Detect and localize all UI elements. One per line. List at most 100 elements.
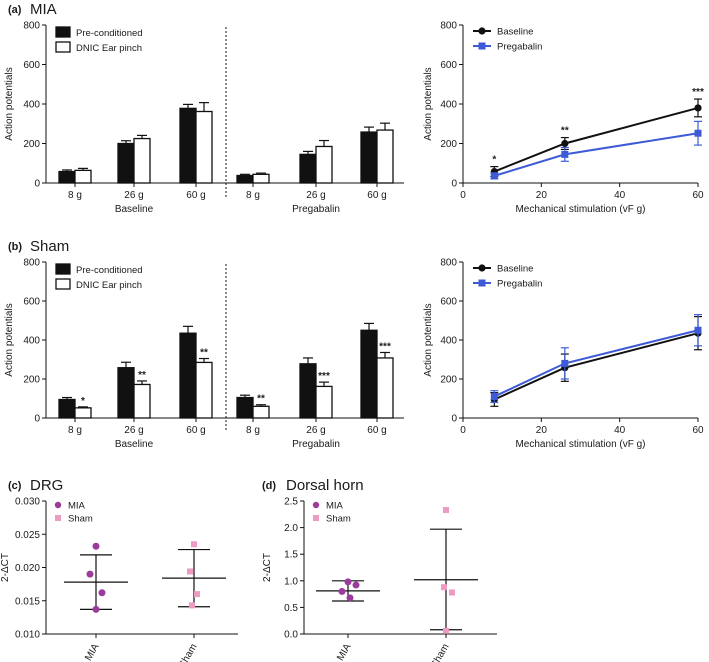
sham-bar-x-tick-label: 60 g bbox=[186, 425, 205, 436]
mia-line-series-line-baseline bbox=[493, 106, 699, 173]
drg-point-sham bbox=[191, 541, 197, 548]
mia-bar-x-tick-label: 60 g bbox=[186, 190, 205, 201]
sham-line-x-tick-label: 40 bbox=[614, 425, 626, 436]
sham-bar-y-tick-label: 600 bbox=[23, 297, 40, 308]
mia-bar-legend-label: DNIC Ear pinch bbox=[76, 43, 142, 54]
sham-line-legend-marker bbox=[478, 264, 486, 272]
dh-legend-marker bbox=[312, 501, 320, 509]
mia-line-legend-label: Baseline bbox=[497, 27, 533, 38]
sham-bar-significance: ** bbox=[257, 394, 265, 405]
mia-line-y-tick-label: 800 bbox=[440, 21, 457, 32]
mia-line-point-pregabalin bbox=[561, 150, 569, 158]
mia-bar-y-tick-label: 800 bbox=[23, 21, 40, 32]
sham-bar-legend-label: DNIC Ear pinch bbox=[76, 280, 142, 291]
mia-bar-legend-swatch bbox=[55, 41, 71, 53]
dh-y-axis-label: 2-ΔCT bbox=[262, 553, 273, 582]
mia-line-significance: ** bbox=[561, 126, 569, 137]
dh-point-mia bbox=[344, 578, 352, 586]
sham-bar-significance: *** bbox=[318, 371, 330, 382]
mia-line-legend-marker bbox=[478, 42, 486, 50]
dh-y-tick-label: 1.5 bbox=[284, 550, 298, 561]
mia-line-point-baseline bbox=[561, 139, 569, 148]
sham-bar-y-tick-label: 200 bbox=[23, 375, 40, 386]
sham-line-legend-label: Baseline bbox=[497, 264, 533, 275]
mia-line-significance: * bbox=[492, 155, 496, 166]
mia-line-x-tick-label: 60 bbox=[692, 190, 704, 201]
sham-bar-bar-preconditioned bbox=[58, 398, 76, 419]
mia-bar-y-tick-label: 600 bbox=[23, 60, 40, 71]
mia-bar-bar-preconditioned bbox=[58, 170, 76, 184]
mia-line-x-tick-label: 20 bbox=[536, 190, 548, 201]
mia-line-x-tick-label: 40 bbox=[614, 190, 626, 201]
drg-legend-marker bbox=[55, 515, 61, 521]
sham-line-legend-label: Pregabalin bbox=[497, 279, 542, 290]
sham-line-x-axis-label: Mechanical stimulation (vF g) bbox=[515, 439, 645, 450]
mia-line-y-axis-label: Action potentials bbox=[423, 67, 434, 140]
drg-x-tick-label: MIA bbox=[83, 642, 102, 662]
sham-line-y-tick-label: 200 bbox=[440, 375, 457, 386]
sham-bar-group-label: Pregabalin bbox=[292, 439, 340, 450]
drg-point-sham bbox=[189, 602, 195, 609]
drg-panel-label: (c) bbox=[8, 480, 22, 492]
sham-line-series-line-baseline bbox=[493, 332, 699, 401]
mia-bar-x-tick-label: 26 g bbox=[306, 190, 325, 201]
dh-point-sham bbox=[443, 627, 449, 634]
dh-y-tick-label: 2.5 bbox=[284, 497, 298, 508]
sham-bar-bar-dnic bbox=[74, 407, 92, 419]
sham-line-x-tick-label: 0 bbox=[460, 425, 466, 436]
drg-y-tick-label: 0.010 bbox=[15, 630, 40, 641]
drg-y-tick-label: 0.030 bbox=[15, 497, 40, 508]
sham-line-point-pregabalin bbox=[694, 326, 702, 334]
mia-bar-group-label: Pregabalin bbox=[292, 204, 340, 215]
sham-bar-bar-preconditioned bbox=[179, 332, 197, 419]
sham-bar-x-tick-label: 26 g bbox=[306, 425, 325, 436]
drg-legend-marker bbox=[54, 501, 62, 509]
sham-bar-legend-swatch bbox=[55, 263, 71, 275]
sham-bar-x-tick-label: 60 g bbox=[367, 425, 386, 436]
drg-point-mia bbox=[92, 542, 100, 550]
sham-bar-x-tick-label: 8 g bbox=[68, 425, 82, 436]
drg-y-tick-label: 0.020 bbox=[15, 563, 40, 574]
sham-bar-bar-dnic bbox=[133, 383, 151, 419]
drg-point-mia bbox=[98, 589, 106, 597]
drg-y-axis-label: 2-ΔCT bbox=[0, 553, 11, 582]
sham-bar-significance: ** bbox=[200, 348, 208, 359]
sham-bar-y-axis-label: Action potentials bbox=[4, 303, 15, 376]
sham-bar-y-tick-label: 0 bbox=[34, 414, 40, 425]
sham-line-point-pregabalin bbox=[561, 359, 569, 367]
mia-line-x-axis-label: Mechanical stimulation (vF g) bbox=[515, 204, 645, 215]
sham-line-x-tick-label: 20 bbox=[536, 425, 548, 436]
dh-legend-label: MIA bbox=[326, 501, 344, 512]
mia-bar-y-tick-label: 200 bbox=[23, 139, 40, 150]
sham-line-y-tick-label: 0 bbox=[451, 414, 457, 425]
mia-line-y-tick-label: 0 bbox=[451, 179, 457, 190]
mia-line-significance: *** bbox=[692, 87, 704, 98]
dh-y-tick-label: 2.0 bbox=[284, 523, 298, 534]
mia-bar-x-tick-label: 8 g bbox=[246, 190, 260, 201]
dh-point-sham bbox=[441, 584, 447, 591]
mia-bar-bar-preconditioned bbox=[360, 131, 378, 184]
sham-bar-group-label: Baseline bbox=[115, 439, 154, 450]
mia-bar-bar-dnic bbox=[376, 129, 394, 184]
drg-point-sham bbox=[187, 568, 193, 575]
mia-line-x-tick-label: 0 bbox=[460, 190, 466, 201]
sham-bar-significance: *** bbox=[379, 341, 391, 352]
dh-point-sham bbox=[443, 507, 449, 514]
mia-bar-bar-preconditioned bbox=[299, 153, 317, 184]
drg-title: DRG bbox=[30, 477, 63, 494]
mia-bar-bar-dnic bbox=[315, 145, 333, 184]
sham-bar-title: Sham bbox=[30, 238, 69, 255]
sham-line-point-pregabalin bbox=[490, 393, 498, 401]
mia-line-legend-label: Pregabalin bbox=[497, 42, 542, 53]
mia-bar-x-tick-label: 8 g bbox=[68, 190, 82, 201]
sham-line-x-tick-label: 60 bbox=[692, 425, 704, 436]
sham-bar-bar-dnic bbox=[252, 405, 270, 419]
drg-legend-label: MIA bbox=[68, 501, 86, 512]
sham-bar-legend-label: Pre-conditioned bbox=[76, 265, 143, 276]
dh-point-mia bbox=[352, 581, 360, 589]
dh-point-mia bbox=[338, 587, 346, 595]
dh-point-mia bbox=[346, 594, 354, 602]
sham-bar-y-tick-label: 400 bbox=[23, 336, 40, 347]
mia-bar-bar-preconditioned bbox=[117, 142, 135, 184]
